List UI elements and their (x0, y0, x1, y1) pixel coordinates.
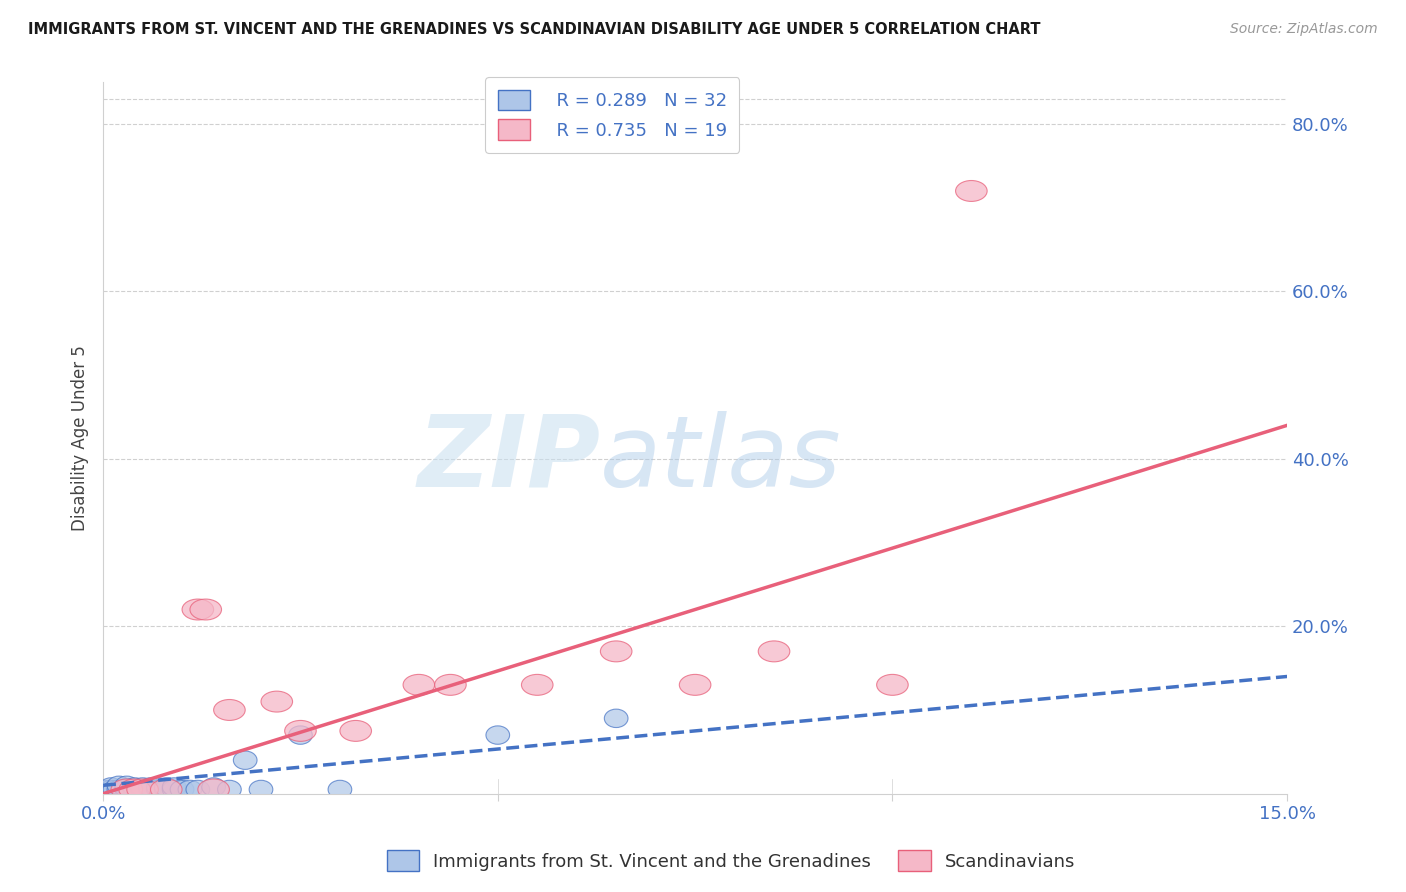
Ellipse shape (340, 721, 371, 741)
Ellipse shape (214, 699, 245, 721)
Ellipse shape (100, 780, 122, 798)
Y-axis label: Disability Age Under 5: Disability Age Under 5 (72, 345, 89, 531)
Text: ZIP: ZIP (418, 410, 600, 508)
Ellipse shape (288, 726, 312, 744)
Ellipse shape (181, 599, 214, 620)
Ellipse shape (115, 779, 139, 797)
Ellipse shape (186, 780, 209, 798)
Legend:   R = 0.289   N = 32,   R = 0.735   N = 19: R = 0.289 N = 32, R = 0.735 N = 19 (485, 77, 740, 153)
Ellipse shape (262, 691, 292, 712)
Ellipse shape (249, 780, 273, 798)
Ellipse shape (162, 778, 186, 797)
Ellipse shape (434, 674, 467, 696)
Ellipse shape (115, 780, 139, 798)
Ellipse shape (190, 599, 222, 620)
Text: IMMIGRANTS FROM ST. VINCENT AND THE GRENADINES VS SCANDINAVIAN DISABILITY AGE UN: IMMIGRANTS FROM ST. VINCENT AND THE GREN… (28, 22, 1040, 37)
Ellipse shape (284, 721, 316, 741)
Ellipse shape (679, 674, 711, 696)
Ellipse shape (122, 778, 146, 797)
Ellipse shape (100, 778, 122, 797)
Ellipse shape (115, 776, 139, 795)
Ellipse shape (600, 641, 631, 662)
Ellipse shape (162, 780, 186, 798)
Text: atlas: atlas (600, 410, 842, 508)
Ellipse shape (111, 779, 142, 800)
Ellipse shape (956, 180, 987, 202)
Ellipse shape (233, 751, 257, 770)
Ellipse shape (202, 778, 225, 797)
Ellipse shape (146, 780, 170, 798)
Ellipse shape (131, 780, 155, 798)
Ellipse shape (877, 674, 908, 696)
Ellipse shape (605, 709, 628, 728)
Ellipse shape (131, 778, 155, 797)
Ellipse shape (122, 780, 146, 798)
Ellipse shape (155, 778, 179, 797)
Ellipse shape (127, 779, 159, 800)
Ellipse shape (404, 674, 434, 696)
Ellipse shape (150, 779, 181, 800)
Ellipse shape (170, 780, 194, 798)
Ellipse shape (103, 780, 127, 798)
Ellipse shape (120, 779, 150, 800)
Text: Source: ZipAtlas.com: Source: ZipAtlas.com (1230, 22, 1378, 37)
Ellipse shape (486, 726, 509, 744)
Ellipse shape (107, 780, 131, 798)
Ellipse shape (146, 778, 170, 797)
Ellipse shape (107, 776, 131, 795)
Ellipse shape (198, 779, 229, 800)
Legend: Immigrants from St. Vincent and the Grenadines, Scandinavians: Immigrants from St. Vincent and the Gren… (380, 843, 1083, 879)
Ellipse shape (522, 674, 553, 696)
Ellipse shape (328, 780, 352, 798)
Ellipse shape (96, 780, 120, 798)
Ellipse shape (139, 778, 162, 797)
Ellipse shape (155, 780, 179, 798)
Ellipse shape (218, 780, 242, 798)
Ellipse shape (139, 780, 162, 798)
Ellipse shape (758, 641, 790, 662)
Ellipse shape (179, 780, 202, 798)
